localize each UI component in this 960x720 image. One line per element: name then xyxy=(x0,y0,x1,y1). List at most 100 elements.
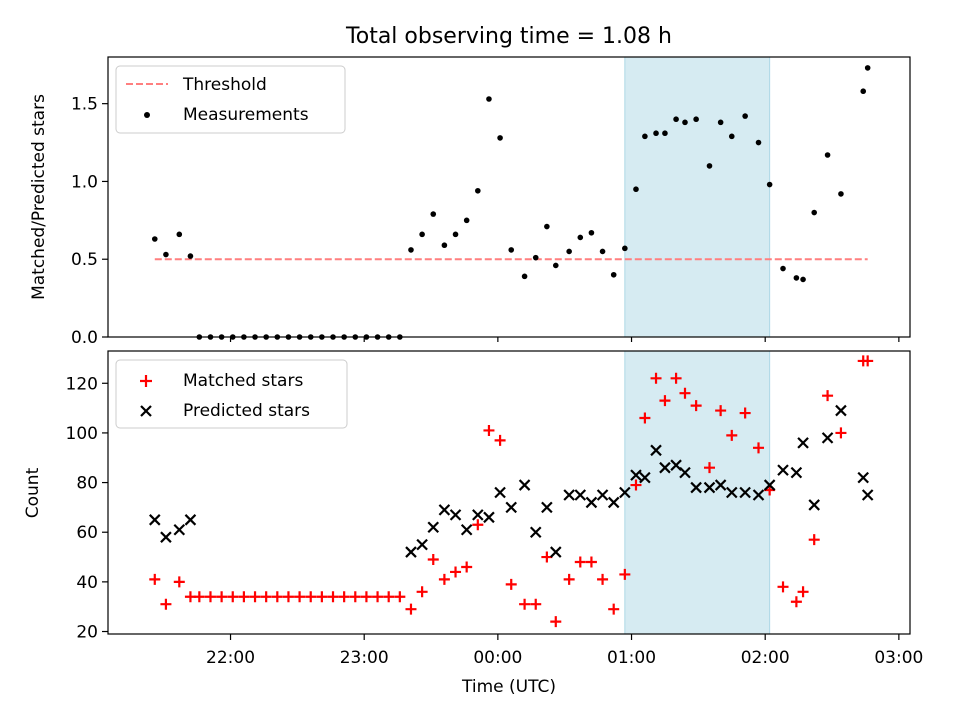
matched-star-point xyxy=(519,598,531,610)
bottom-legend: Matched stars Predicted stars xyxy=(115,359,348,429)
predicted-star-point xyxy=(726,486,738,499)
measurement-points xyxy=(151,65,871,340)
matched-star-point xyxy=(619,568,631,580)
measurement-point xyxy=(633,186,639,193)
measurement-point xyxy=(187,253,194,259)
predicted-star-point xyxy=(550,546,562,558)
predicted-star-point xyxy=(184,514,197,526)
matched-star-point xyxy=(650,372,662,384)
matched-star-point xyxy=(550,616,562,628)
matched-star-point xyxy=(438,573,450,585)
predicted-star-point xyxy=(173,523,186,536)
measurement-point xyxy=(673,116,679,123)
matched-star-points xyxy=(149,355,874,628)
measurement-point xyxy=(728,133,735,140)
matched-star-point xyxy=(715,405,727,417)
predicted-star-point xyxy=(763,479,776,491)
y-tick-label: 120 xyxy=(66,374,98,394)
y-tick-label: 80 xyxy=(76,474,98,494)
bottom-plot-frame xyxy=(107,350,911,635)
bottom-axis-ticks: 20 40 60 80 100 120 22:00 23:00 00:00 01:00 02:00 0… xyxy=(66,374,924,668)
predicted-star-point xyxy=(703,481,716,494)
matched-star-point xyxy=(316,591,328,603)
measurement-point xyxy=(588,229,595,236)
x-axis-label: Time (UTC) xyxy=(461,677,556,697)
x-tick-label: 01:00 xyxy=(607,648,656,668)
y-tick-label: 40 xyxy=(76,573,98,593)
observing-window-span xyxy=(624,56,771,338)
matched-star-point xyxy=(450,566,462,578)
predicted-star-point xyxy=(607,496,620,509)
predicted-star-point xyxy=(596,489,609,501)
measurement-point xyxy=(419,231,425,238)
predicted-star-point xyxy=(752,489,765,501)
predicted-star-point xyxy=(529,526,542,538)
matched-star-point xyxy=(260,591,272,603)
matched-star-point xyxy=(472,519,484,531)
predicted-star-point xyxy=(541,501,553,514)
predicted-star-point xyxy=(494,486,506,499)
legend-matched-swatch xyxy=(140,375,152,387)
observing-window-span xyxy=(624,350,771,635)
matched-star-point xyxy=(790,596,802,608)
measurement-point xyxy=(566,248,572,255)
predicted-star-point xyxy=(585,496,598,509)
measurement-point xyxy=(682,119,688,126)
predicted-star-point xyxy=(777,464,789,476)
matched-star-point xyxy=(483,424,495,436)
predicted-star-point xyxy=(639,471,651,484)
measurement-point xyxy=(800,276,806,283)
matched-star-point xyxy=(726,429,738,441)
matched-star-point xyxy=(461,561,473,573)
matched-star-point xyxy=(149,573,161,585)
predicted-star-point xyxy=(449,509,462,521)
matched-star-point xyxy=(349,591,361,603)
matched-star-point xyxy=(835,427,847,439)
predicted-star-point xyxy=(659,461,671,474)
x-tick-label: 03:00 xyxy=(874,648,923,668)
matched-star-point xyxy=(670,372,682,384)
legend-matched-label: Matched stars xyxy=(183,371,303,391)
matched-star-point xyxy=(327,591,339,603)
matched-star-point xyxy=(808,534,820,546)
matched-star-point xyxy=(204,591,216,603)
matched-star-point xyxy=(372,591,384,603)
matched-star-point xyxy=(797,586,809,598)
ratio-panel: 0.0 0.5 1.0 1.5 Matched/Predicted stars Thr… xyxy=(29,56,911,348)
top-legend-box xyxy=(115,65,346,134)
measurement-point xyxy=(475,187,481,194)
chart-title: Total observing time = 1.08 h xyxy=(345,24,672,49)
matched-star-point xyxy=(679,387,691,399)
matched-star-point xyxy=(563,573,575,585)
measurement-point xyxy=(780,265,786,272)
matched-star-point xyxy=(777,581,789,593)
matched-star-point xyxy=(574,556,586,568)
bottom-y-axis-label: Count xyxy=(23,467,43,518)
predicted-star-point xyxy=(821,432,834,444)
predicted-star-point xyxy=(808,499,820,511)
measurement-point xyxy=(766,181,773,188)
predicted-star-point xyxy=(149,514,161,526)
measurement-point xyxy=(176,231,183,238)
legend-predicted-swatch xyxy=(140,405,152,417)
measurement-point xyxy=(497,135,503,141)
measurement-point xyxy=(717,119,724,126)
matched-star-point xyxy=(160,598,172,610)
measurement-point xyxy=(662,130,668,137)
top-legend: Threshold Measurements xyxy=(115,65,346,134)
measurement-point xyxy=(811,209,818,216)
top-axis-ticks: 0.0 0.5 1.0 1.5 xyxy=(71,95,900,348)
measurement-point xyxy=(610,271,617,278)
legend-threshold-label: Threshold xyxy=(182,75,267,95)
predicted-star-point xyxy=(460,523,473,536)
measurement-point xyxy=(577,234,584,241)
measurement-point xyxy=(838,191,844,197)
measurement-point xyxy=(755,139,762,146)
x-tick-label: 02:00 xyxy=(741,648,790,668)
matched-star-point xyxy=(494,434,506,446)
matched-star-point xyxy=(416,586,428,598)
x-tick-label: 00:00 xyxy=(473,648,522,668)
measurement-point xyxy=(860,88,867,95)
predicted-star-point xyxy=(427,521,440,534)
predicted-star-point xyxy=(160,531,172,543)
